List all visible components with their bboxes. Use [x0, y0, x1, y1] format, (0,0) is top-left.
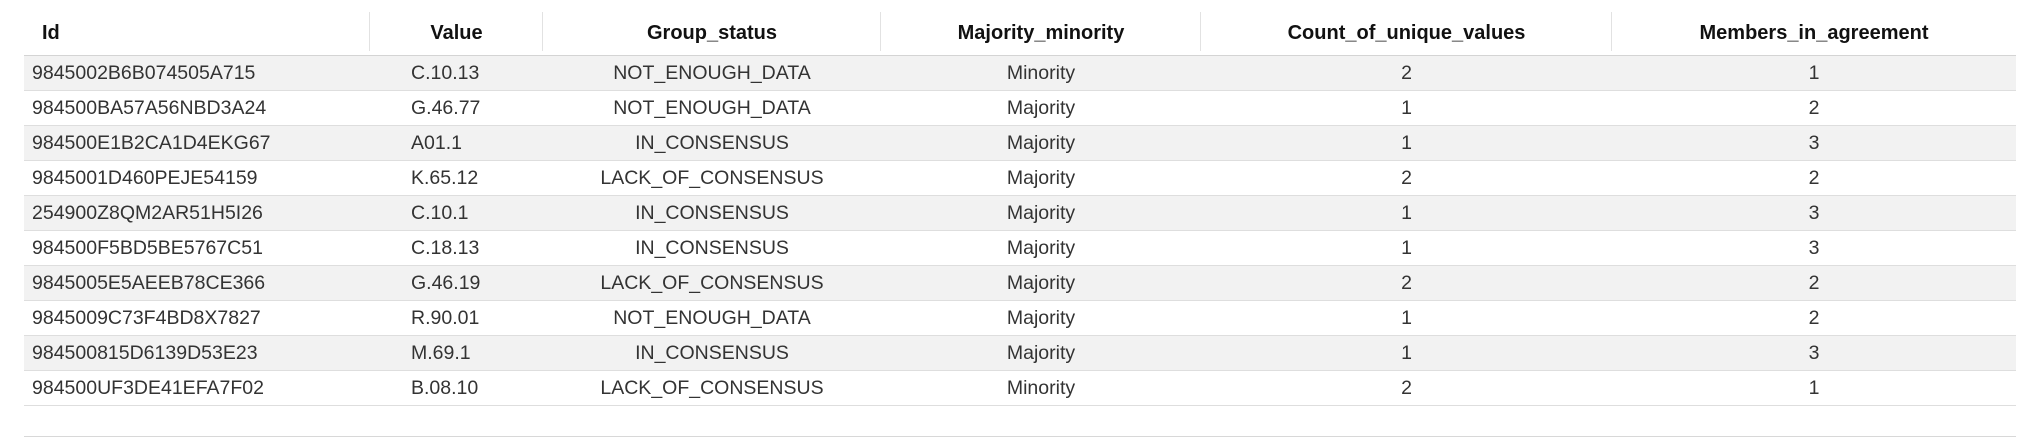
cell-members-in-agreement: 2: [1612, 90, 2016, 126]
cell-members-in-agreement: 1: [1612, 55, 2016, 91]
cell-id: 984500E1B2CA1D4EKG67: [24, 125, 370, 161]
cell-id: 9845009C73F4BD8X7827: [24, 300, 370, 336]
table-row[interactable]: 984500BA57A56NBD3A24 G.46.77 NOT_ENOUGH_…: [24, 90, 2016, 126]
cell-value: C.10.13: [370, 55, 543, 91]
cell-majority-minority: Majority: [881, 230, 1201, 266]
cell-value: A01.1: [370, 125, 543, 161]
cell-group-status: NOT_ENOUGH_DATA: [543, 300, 881, 336]
cell-id: 984500F5BD5BE5767C51: [24, 230, 370, 266]
cell-majority-minority: Majority: [881, 90, 1201, 126]
column-header-label: Members_in_agreement: [1699, 22, 1929, 44]
cell-value: G.46.77: [370, 90, 543, 126]
cell-count-of-unique-values: 1: [1201, 125, 1612, 161]
cell-majority-minority: Majority: [881, 300, 1201, 336]
table-row[interactable]: 984500F5BD5BE5767C51 C.18.13 IN_CONSENSU…: [24, 230, 2016, 266]
table-body: 9845002B6B074505A715 C.10.13 NOT_ENOUGH_…: [24, 55, 2016, 406]
cell-group-status: IN_CONSENSUS: [543, 125, 881, 161]
column-header-label: Majority_minority: [957, 22, 1125, 44]
cell-value: B.08.10: [370, 370, 543, 406]
cell-group-status: NOT_ENOUGH_DATA: [543, 90, 881, 126]
cell-members-in-agreement: 1: [1612, 370, 2016, 406]
cell-members-in-agreement: 2: [1612, 265, 2016, 301]
cell-count-of-unique-values: 2: [1201, 55, 1612, 91]
cell-group-status: IN_CONSENSUS: [543, 230, 881, 266]
cell-members-in-agreement: 3: [1612, 195, 2016, 231]
cell-majority-minority: Minority: [881, 55, 1201, 91]
cell-group-status: LACK_OF_CONSENSUS: [543, 370, 881, 406]
cell-group-status: LACK_OF_CONSENSUS: [543, 160, 881, 196]
cell-members-in-agreement: 3: [1612, 125, 2016, 161]
column-header-id[interactable]: Id: [24, 12, 370, 56]
table-row[interactable]: 9845002B6B074505A715 C.10.13 NOT_ENOUGH_…: [24, 55, 2016, 91]
cell-count-of-unique-values: 2: [1201, 265, 1612, 301]
cell-majority-minority: Majority: [881, 265, 1201, 301]
cell-value: C.10.1: [370, 195, 543, 231]
table-row[interactable]: 254900Z8QM2AR51H5I26 C.10.1 IN_CONSENSUS…: [24, 195, 2016, 231]
column-header-majority-minority[interactable]: Majority_minority: [881, 12, 1201, 56]
cell-count-of-unique-values: 1: [1201, 90, 1612, 126]
cell-majority-minority: Majority: [881, 160, 1201, 196]
results-table: Id Value Group_status Majority_minority …: [24, 12, 2016, 406]
cell-group-status: IN_CONSENSUS: [543, 335, 881, 371]
table-row[interactable]: 9845005E5AEEB78CE366 G.46.19 LACK_OF_CON…: [24, 265, 2016, 301]
header-row: Id Value Group_status Majority_minority …: [24, 12, 2016, 56]
table-header: Id Value Group_status Majority_minority …: [24, 12, 2016, 56]
cell-value: C.18.13: [370, 230, 543, 266]
cell-value: R.90.01: [370, 300, 543, 336]
cell-count-of-unique-values: 2: [1201, 160, 1612, 196]
table-row[interactable]: 9845009C73F4BD8X7827 R.90.01 NOT_ENOUGH_…: [24, 300, 2016, 336]
cell-majority-minority: Majority: [881, 195, 1201, 231]
cell-value: M.69.1: [370, 335, 543, 371]
cell-majority-minority: Minority: [881, 370, 1201, 406]
table-bottom-divider: [24, 436, 2016, 437]
column-separator: [1611, 12, 1612, 51]
cell-id: 9845001D460PEJE54159: [24, 160, 370, 196]
column-separator: [1200, 12, 1201, 51]
cell-count-of-unique-values: 1: [1201, 230, 1612, 266]
column-header-count-of-unique-values[interactable]: Count_of_unique_values: [1201, 12, 1612, 56]
cell-value: G.46.19: [370, 265, 543, 301]
cell-group-status: NOT_ENOUGH_DATA: [543, 55, 881, 91]
table-row[interactable]: 984500E1B2CA1D4EKG67 A01.1 IN_CONSENSUS …: [24, 125, 2016, 161]
column-separator: [369, 12, 370, 51]
cell-id: 984500BA57A56NBD3A24: [24, 90, 370, 126]
cell-count-of-unique-values: 1: [1201, 300, 1612, 336]
cell-id: 9845002B6B074505A715: [24, 55, 370, 91]
cell-majority-minority: Majority: [881, 125, 1201, 161]
cell-group-status: IN_CONSENSUS: [543, 195, 881, 231]
cell-id: 9845005E5AEEB78CE366: [24, 265, 370, 301]
cell-members-in-agreement: 3: [1612, 230, 2016, 266]
cell-members-in-agreement: 2: [1612, 160, 2016, 196]
cell-count-of-unique-values: 1: [1201, 195, 1612, 231]
table-row[interactable]: 9845001D460PEJE54159 K.65.12 LACK_OF_CON…: [24, 160, 2016, 196]
column-separator: [880, 12, 881, 51]
cell-count-of-unique-values: 1: [1201, 335, 1612, 371]
column-header-members-in-agreement[interactable]: Members_in_agreement: [1612, 12, 2016, 56]
cell-majority-minority: Majority: [881, 335, 1201, 371]
table-row[interactable]: 984500815D6139D53E23 M.69.1 IN_CONSENSUS…: [24, 335, 2016, 371]
column-header-label: Value: [430, 22, 483, 44]
column-separator: [542, 12, 543, 51]
column-header-label: Count_of_unique_values: [1287, 22, 1526, 44]
cell-count-of-unique-values: 2: [1201, 370, 1612, 406]
cell-members-in-agreement: 3: [1612, 335, 2016, 371]
cell-group-status: LACK_OF_CONSENSUS: [543, 265, 881, 301]
column-header-group-status[interactable]: Group_status: [543, 12, 881, 56]
cell-value: K.65.12: [370, 160, 543, 196]
table-row[interactable]: 984500UF3DE41EFA7F02 B.08.10 LACK_OF_CON…: [24, 370, 2016, 406]
cell-members-in-agreement: 2: [1612, 300, 2016, 336]
results-table-container: Id Value Group_status Majority_minority …: [24, 12, 2016, 406]
column-header-value[interactable]: Value: [370, 12, 543, 56]
cell-id: 984500815D6139D53E23: [24, 335, 370, 371]
cell-id: 254900Z8QM2AR51H5I26: [24, 195, 370, 231]
column-header-label: Id: [42, 22, 60, 44]
cell-id: 984500UF3DE41EFA7F02: [24, 370, 370, 406]
column-header-label: Group_status: [646, 22, 778, 44]
